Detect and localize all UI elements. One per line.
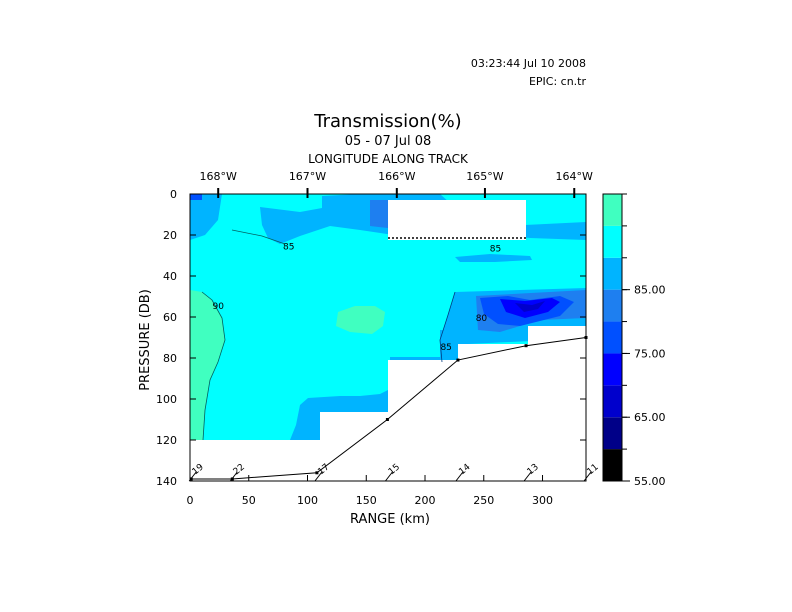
station-point xyxy=(315,471,319,475)
contour-label: 90 xyxy=(212,302,224,312)
x-tick-label: 50 xyxy=(242,494,256,507)
contour-labels: 85 85 90 80 85 xyxy=(212,242,501,352)
station-marker xyxy=(314,471,323,482)
x-axis: 0 50 100 150 200 250 300 xyxy=(187,475,553,507)
colorbar-swatch xyxy=(603,417,622,450)
colorbar-label: 85.00 xyxy=(634,284,666,297)
colorbar-label: 75.00 xyxy=(634,347,666,360)
y-tick-label: 100 xyxy=(156,393,177,406)
chart-title: Transmission(%) xyxy=(313,111,461,132)
contour-label: 85 xyxy=(440,343,451,353)
colorbar-swatch xyxy=(603,449,622,481)
epic-file-text: EPIC: cn.tr xyxy=(529,75,587,88)
station-point xyxy=(385,418,389,421)
station-label: 11 xyxy=(586,462,601,477)
y-axis-label: PRESSURE (DB) xyxy=(138,289,153,391)
contour-field xyxy=(190,194,586,481)
y-tick-label: 120 xyxy=(156,434,177,447)
colorbar-swatch xyxy=(603,321,622,354)
x-axis-label: RANGE (km) xyxy=(350,512,430,527)
station-marker xyxy=(583,471,592,482)
top-tick-label: 165°W xyxy=(466,170,503,183)
chart-subtitle: 05 - 07 Jul 08 xyxy=(345,134,432,149)
station-marker xyxy=(523,471,532,482)
station-marker xyxy=(455,471,464,482)
station-point xyxy=(456,358,460,362)
colorbar-swatch xyxy=(603,353,622,386)
colorbar-swatch xyxy=(603,194,622,226)
colorbar-swatch xyxy=(603,289,622,322)
y-tick-label: 60 xyxy=(163,311,177,324)
x-tick-label: 0 xyxy=(187,494,194,507)
top-tick-label: 166°W xyxy=(378,170,415,183)
y-tick-label: 80 xyxy=(163,352,177,365)
x-tick-label: 100 xyxy=(297,494,318,507)
colorbar-swatch xyxy=(603,225,622,258)
top-tick-label: 168°W xyxy=(200,170,237,183)
colorbar-frame xyxy=(602,193,623,482)
colorbar: 85.00 75.00 65.00 55.00 xyxy=(602,193,666,488)
contour-label: 80 xyxy=(476,314,488,324)
top-axis-label: LONGITUDE ALONG TRACK xyxy=(308,152,469,166)
plot-frame xyxy=(189,193,587,482)
colorbar-label: 55.00 xyxy=(634,475,666,488)
top-tick-label: 164°W xyxy=(556,170,593,183)
y-tick-label: 140 xyxy=(156,475,177,488)
y-tick-label: 20 xyxy=(163,229,177,242)
colorbar-swatch xyxy=(603,257,622,290)
colorbar-swatch xyxy=(603,385,622,418)
station-marker xyxy=(385,471,393,482)
y-tick-label: 40 xyxy=(163,270,177,283)
x-tick-label: 200 xyxy=(415,494,436,507)
contour-label: 85 xyxy=(283,242,294,252)
y-axis: 0 20 40 60 80 100 120 140 xyxy=(156,188,586,488)
top-axis: 168°W 167°W 166°W 165°W 164°W xyxy=(200,170,593,198)
station-point xyxy=(524,344,528,348)
x-tick-label: 300 xyxy=(532,494,553,507)
x-tick-label: 150 xyxy=(356,494,377,507)
top-tick-label: 167°W xyxy=(289,170,326,183)
timestamp-text: 03:23:44 Jul 10 2008 xyxy=(471,57,586,70)
station-marker xyxy=(229,471,238,482)
contour-label: 85 xyxy=(490,244,501,254)
colorbar-label: 65.00 xyxy=(634,411,666,424)
x-tick-label: 250 xyxy=(473,494,494,507)
y-tick-label: 0 xyxy=(170,188,177,201)
